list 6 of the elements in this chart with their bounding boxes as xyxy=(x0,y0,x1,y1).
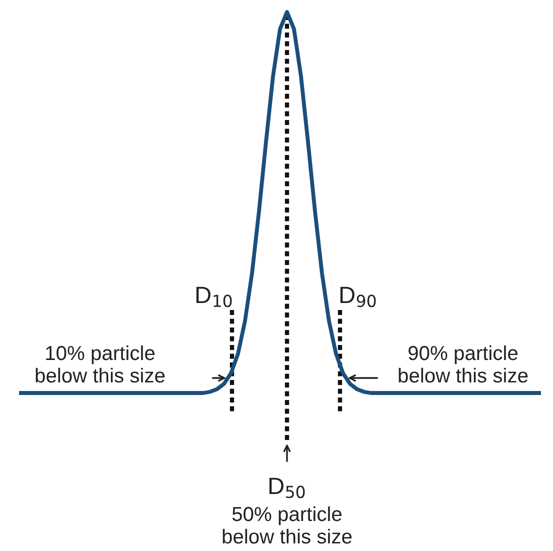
annotation: 10% particle below this size xyxy=(36,345,165,383)
annotation: D$_{10}$ xyxy=(196,286,232,308)
text: 50% particle below this size xyxy=(222,506,352,544)
text: D$_{50}$ xyxy=(269,478,305,498)
annotation: 90% particle below this size xyxy=(398,345,528,383)
annotation: D$_{90}$ xyxy=(340,286,376,308)
